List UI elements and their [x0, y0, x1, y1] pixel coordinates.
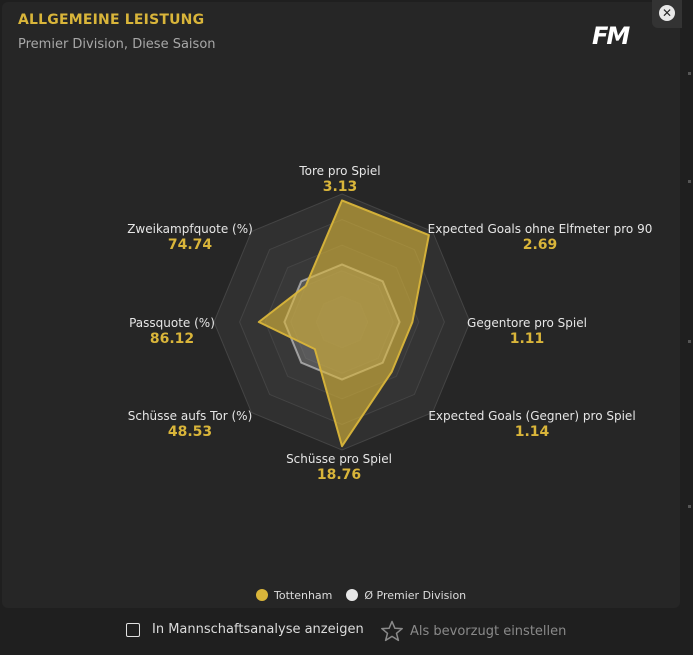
metric-tackle-success: Zweikampfquote (%) 74.74 — [110, 222, 270, 253]
chart-legend: Tottenham Ø Premier Division — [256, 587, 480, 603]
edge-mark — [688, 72, 691, 75]
metric-label: Expected Goals (Gegner) pro Spiel — [428, 409, 636, 423]
panel-subtitle: Premier Division, Diese Saison — [18, 37, 216, 52]
team-analysis-label: In Mannschaftsanalyse anzeigen — [152, 622, 364, 637]
metric-goals-conceded: Gegentore pro Spiel 1.11 — [447, 316, 607, 347]
team-analysis-checkbox[interactable] — [126, 622, 140, 637]
metric-xg-non-penalty: Expected Goals ohne Elfmeter pro 90 2.69 — [420, 222, 660, 253]
metric-shots-on-target: Schüsse aufs Tor (%) 48.53 — [110, 409, 270, 440]
edge-mark — [688, 340, 691, 343]
metric-shots-per-game: Schüsse pro Spiel 18.76 — [259, 452, 419, 483]
footer-bar: In Mannschaftsanalyse anzeigen Als bevor… — [0, 620, 693, 644]
legend-label-average: Ø Premier Division — [364, 588, 467, 602]
legend-dot-team — [256, 589, 268, 601]
metric-value: 74.74 — [167, 237, 213, 253]
metric-label: Passquote (%) — [129, 316, 215, 330]
edge-mark — [688, 505, 691, 508]
metric-value: 2.69 — [522, 237, 558, 253]
metric-label: Zweikampfquote (%) — [127, 222, 253, 236]
metric-value: 1.14 — [514, 424, 550, 440]
fm-logo: FM — [592, 22, 630, 50]
legend-label-team: Tottenham — [274, 588, 333, 602]
metric-label: Schüsse pro Spiel — [286, 452, 392, 466]
metric-pass-completion: Passquote (%) 86.12 — [110, 316, 234, 347]
metric-goals-per-game: Tore pro Spiel 3.13 — [240, 164, 440, 195]
legend-item-team: Tottenham — [256, 589, 332, 602]
metric-label: Schüsse aufs Tor (%) — [127, 409, 253, 423]
star-icon — [381, 620, 403, 642]
metric-value: 86.12 — [149, 331, 195, 347]
metric-label: Tore pro Spiel — [299, 164, 381, 178]
metric-xg-against: Expected Goals (Gegner) pro Spiel 1.14 — [422, 409, 642, 440]
set-favorite-label: Als bevorzugt einstellen — [410, 623, 567, 639]
team-analysis-toggle[interactable]: In Mannschaftsanalyse anzeigen — [126, 622, 364, 637]
panel-title: ALLGEMEINE LEISTUNG — [18, 12, 205, 28]
metric-value: 18.76 — [316, 467, 362, 483]
legend-item-average: Ø Premier Division — [346, 589, 466, 602]
metric-value: 1.11 — [509, 331, 545, 347]
team-series-polygon — [257, 199, 430, 448]
metric-label: Gegentore pro Spiel — [467, 316, 587, 330]
metric-value: 3.13 — [322, 179, 358, 195]
metric-value: 48.53 — [167, 424, 213, 440]
set-favorite-button[interactable]: Als bevorzugt einstellen — [380, 620, 566, 642]
close-button[interactable]: ✕ — [652, 0, 682, 28]
close-icon: ✕ — [659, 5, 675, 21]
metric-label: Expected Goals ohne Elfmeter pro 90 — [427, 222, 653, 236]
legend-dot-average — [346, 589, 359, 601]
edge-mark — [688, 180, 691, 183]
